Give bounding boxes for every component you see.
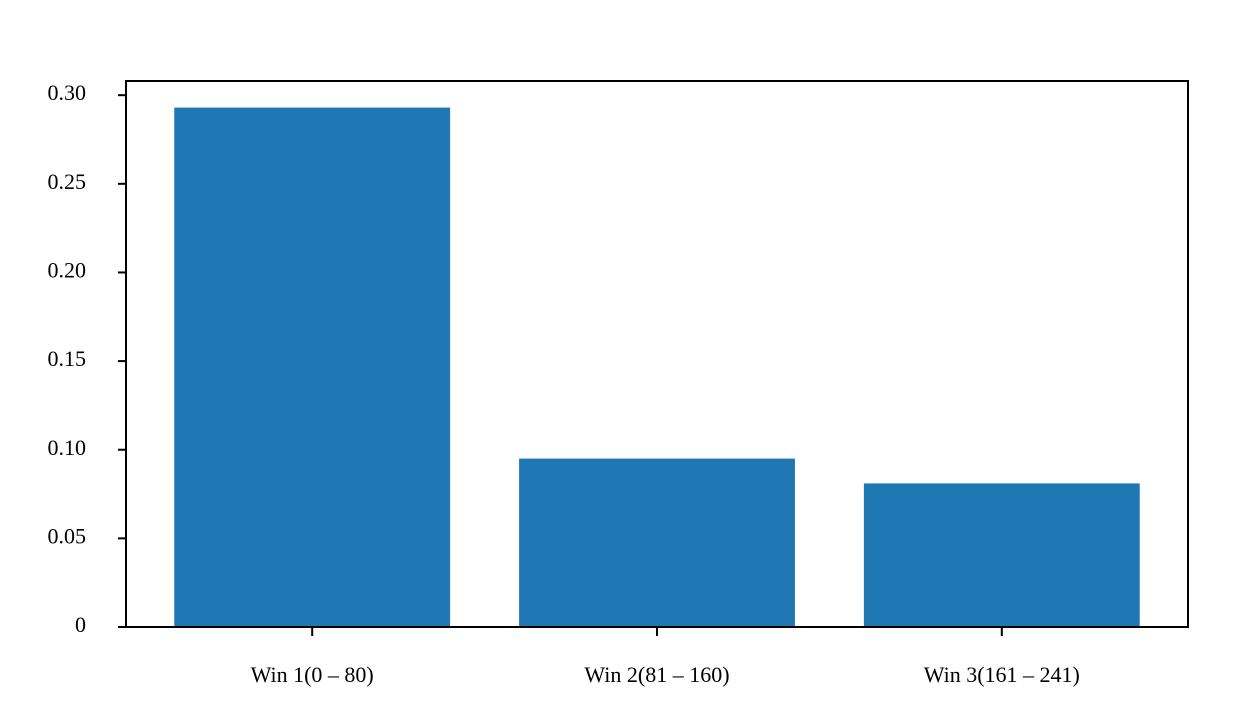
- x-tick-label: Win 3(161 – 241): [924, 662, 1080, 687]
- y-tick-label: 0.15: [48, 346, 87, 371]
- bar: [863, 483, 1140, 627]
- y-tick-label: 0.30: [48, 80, 87, 105]
- x-tick-label: Win 1(0 – 80): [251, 662, 374, 687]
- y-tick-label: 0: [75, 612, 86, 637]
- y-tick-label: 0.25: [48, 169, 87, 194]
- x-tick-label: Win 2(81 – 160): [584, 662, 729, 687]
- bar: [519, 458, 795, 627]
- y-tick-label: 0.10: [48, 435, 87, 460]
- y-tick-label: 0.20: [48, 258, 87, 283]
- y-tick-label: 0.05: [48, 523, 87, 548]
- bar: [174, 107, 451, 627]
